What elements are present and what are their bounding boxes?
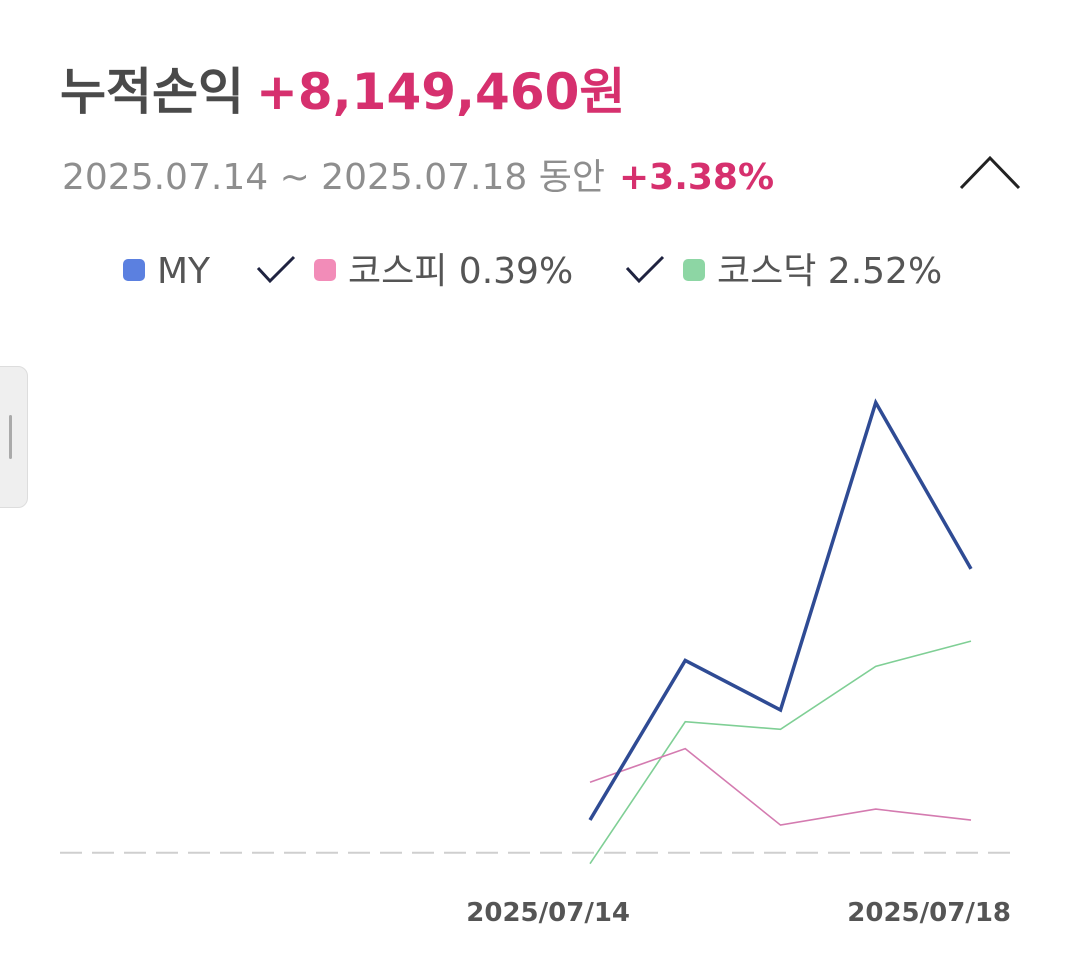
series-line (589, 640, 972, 865)
x-tick-label: 2025/07/14 (466, 898, 630, 928)
side-handle[interactable] (0, 366, 28, 508)
collapse-button[interactable] (955, 150, 1025, 195)
legend-marker (314, 259, 336, 281)
amount: +8,149,460원 (256, 63, 626, 121)
legend-label: 코스닥 2.52% (717, 251, 942, 292)
legend-label: MY (157, 251, 211, 292)
return: +3.38% (618, 157, 775, 198)
title: 누적손익 (60, 63, 244, 121)
legend-marker (683, 259, 705, 281)
period: 2025.07.14 ~ 2025.07.18 동안 (62, 157, 605, 198)
header-sub: 2025.07.14 ~ 2025.07.18 동안 +3.38% (62, 148, 774, 200)
legend-label: 코스피 0.39% (348, 251, 573, 292)
x-tick-label: 2025/07/18 (847, 898, 1011, 928)
legend-check (625, 255, 665, 284)
header-title: 누적손익 +8,149,460원 (60, 52, 625, 124)
series-line (589, 747, 972, 826)
series-line (588, 398, 973, 821)
legend-marker (123, 259, 145, 281)
legend-check (256, 255, 296, 284)
